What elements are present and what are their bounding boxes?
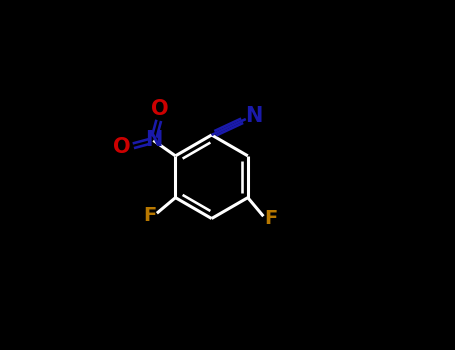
Text: N: N	[145, 131, 162, 150]
Text: O: O	[113, 137, 131, 157]
Text: F: F	[143, 206, 156, 225]
Text: F: F	[264, 209, 277, 228]
Text: O: O	[151, 99, 168, 119]
Text: N: N	[245, 106, 262, 126]
